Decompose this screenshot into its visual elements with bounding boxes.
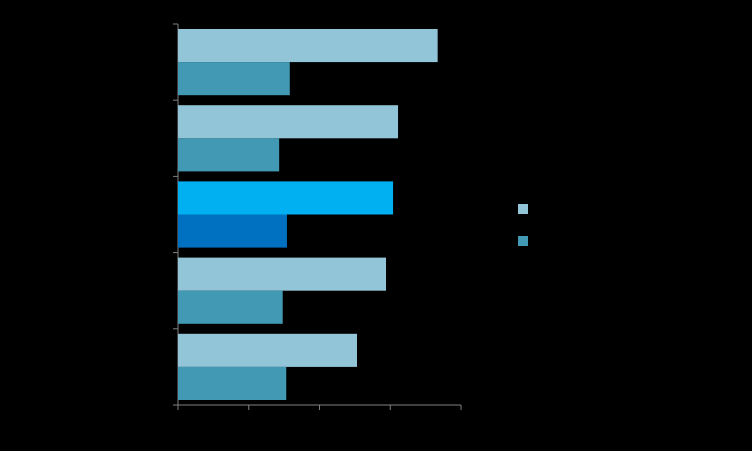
- bar: [178, 214, 287, 248]
- bar: [178, 62, 290, 96]
- legend-marker: [518, 236, 528, 246]
- bar: [178, 105, 399, 139]
- bar: [178, 138, 280, 172]
- bar: [178, 333, 357, 367]
- legend-marker: [518, 204, 528, 214]
- bar: [178, 290, 283, 324]
- bar: [178, 257, 387, 291]
- bar: [178, 366, 287, 400]
- bar: [178, 181, 394, 215]
- bar: [178, 29, 438, 63]
